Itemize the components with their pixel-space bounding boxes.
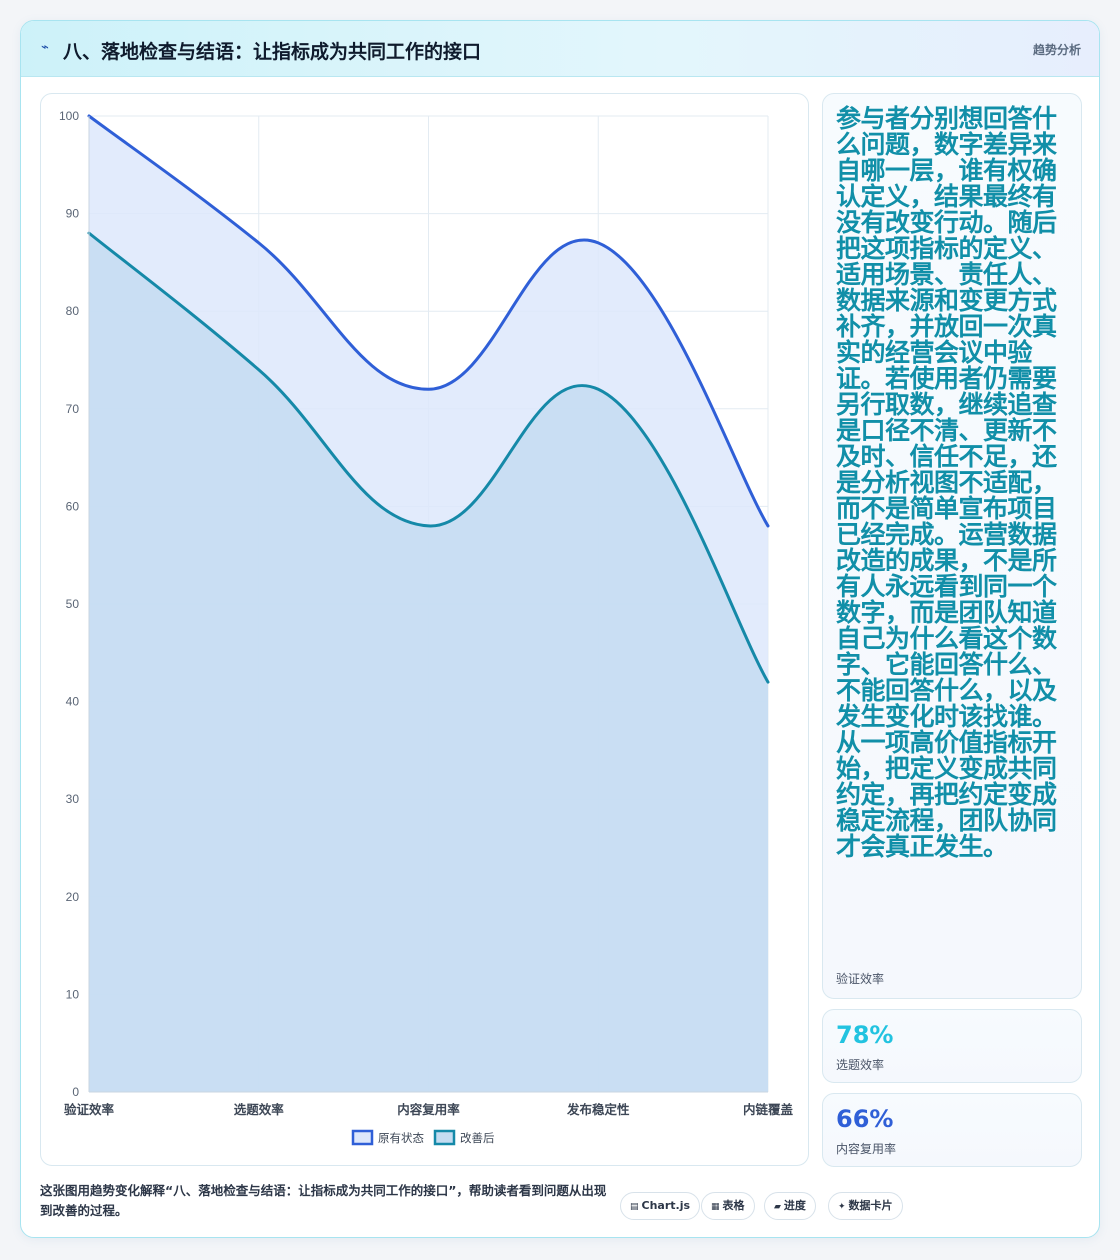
x-tick-label: 内容复用率 [397,1102,460,1117]
pill-label: 表格 [722,1199,745,1212]
y-tick-label: 70 [66,402,80,416]
metric-label: 选题效率 [836,1058,885,1072]
progress-icon: ▰ [774,1202,781,1212]
y-tick-label: 50 [66,597,80,611]
metric-card-topic-efficiency: 78% 选题效率 [822,1009,1082,1083]
pill-label: Chart.js [641,1199,691,1212]
legend-item-1[interactable]: 改善后 [433,1129,495,1146]
x-tick-label: 发布稳定性 [566,1102,630,1117]
pill-label: 数据卡片 [848,1199,893,1212]
x-tick-label: 验证效率 [64,1102,115,1117]
legend-item-0[interactable]: 原有状态 [351,1129,424,1146]
x-tick-label: 选题效率 [234,1102,285,1117]
area-chart: 0 10 20 30 40 50 60 70 80 90 100 验证效率 选题效率 内容复用率 发布稳定性… [59,109,794,1146]
legend-swatch [351,1129,374,1146]
pill-progress[interactable]: ▰ 进度 [764,1192,816,1220]
series-line-0 [87,114,770,528]
x-tick-label: 内链覆盖 [743,1102,794,1117]
summary-card: 参与者分别想回答什么问题，数字差异来自哪一层，谁有权确认定义，结果最终有没有改变… [822,93,1082,999]
card-title: 八、落地检查与结语：让指标成为共同工作的接口 [63,41,482,63]
table-icon: ▦ [711,1202,720,1212]
pill-table[interactable]: ▦ 表格 [701,1192,755,1220]
chart-caption: 这张图用趋势变化解释“八、落地检查与结语：让指标成为共同工作的接口”，帮助读者看… [40,1183,607,1218]
pill-label: 进度 [783,1199,806,1212]
y-tick-label: 40 [66,695,80,709]
legend-label: 原有状态 [378,1131,424,1145]
metric-label: 内容复用率 [836,1142,897,1156]
y-tick-label: 30 [66,792,80,806]
summary-label: 验证效率 [836,972,885,986]
y-tick-label: 100 [59,109,79,123]
pill-chart[interactable]: ▤ Chart.js [620,1192,701,1220]
y-tick-label: 0 [72,1085,79,1099]
trend-tag: 趋势分析 [1032,43,1081,57]
series-line-1 [87,231,770,684]
card-header: ⌁ 八、落地检查与结语：让指标成为共同工作的接口 趋势分析 [21,21,1099,77]
summary-text: 参与者分别想回答什么问题，数字差异来自哪一层，谁有权确认定义，结果最终有没有改变… [836,104,1057,861]
chart-panel: 0 10 20 30 40 50 60 70 80 90 100 验证效率 选题效率 内容复用率 发布稳定性… [40,93,809,1166]
chart-card: ⌁ 八、落地检查与结语：让指标成为共同工作的接口 趋势分析 0 10 20 30 40 5… [20,20,1100,1238]
pill-card[interactable]: ✦ 数据卡片 [828,1192,903,1220]
y-tick-label: 60 [66,499,80,513]
metric-value: 78% [836,1021,894,1049]
metric-card-reuse-rate: 66% 内容复用率 [822,1093,1082,1167]
pulse-icon: ⌁ [41,40,49,55]
y-tick-label: 90 [66,207,80,221]
y-tick-label: 10 [66,987,80,1001]
y-tick-label: 20 [66,890,80,904]
chart-icon: ▤ [630,1202,639,1212]
legend-swatch [433,1129,456,1146]
card-icon: ✦ [838,1202,846,1212]
y-tick-label: 80 [66,304,80,318]
metric-value: 66% [836,1105,894,1133]
series-area-1 [89,233,768,1092]
legend-label: 改善后 [460,1131,495,1145]
